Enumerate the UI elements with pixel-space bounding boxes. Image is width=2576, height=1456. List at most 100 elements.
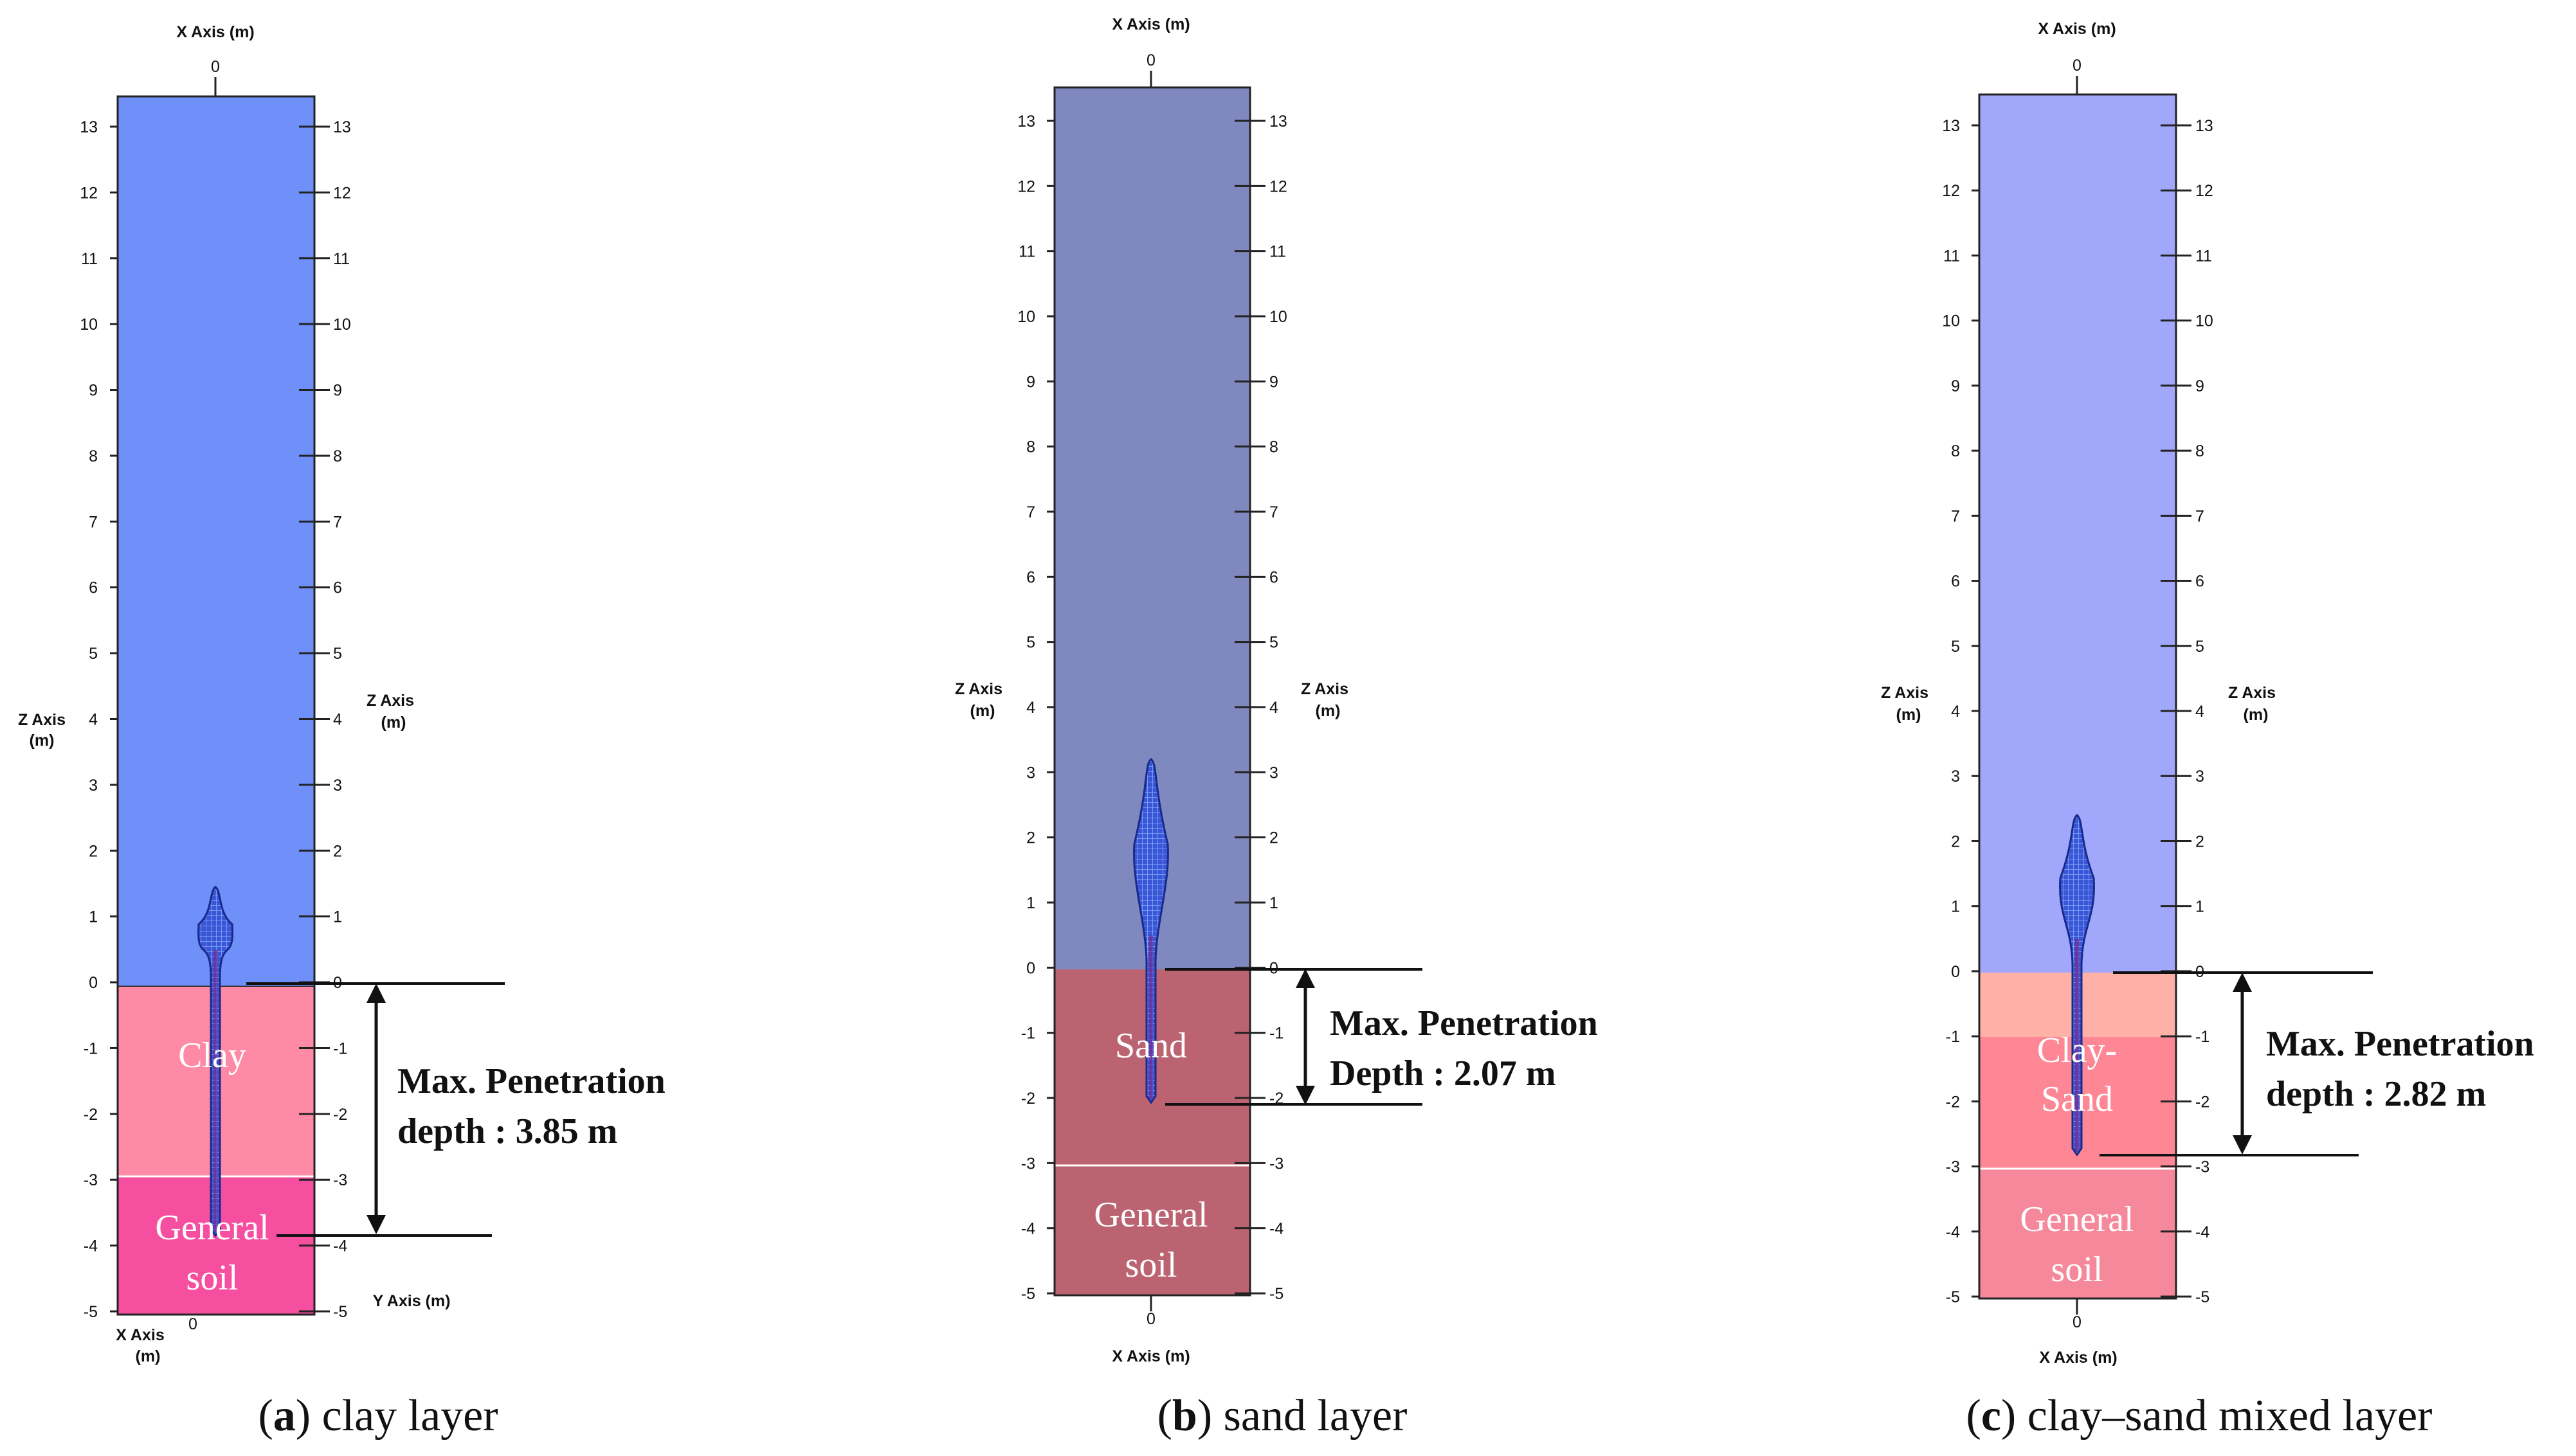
panel-a-anchor xyxy=(197,885,233,1237)
panel-c-x-zero-top: 0 xyxy=(2073,57,2082,75)
left-tick-label: -4 xyxy=(84,1237,98,1255)
panel-c-caption-letter: c xyxy=(1981,1391,2001,1441)
panel-b-z-axis-right-title: Z Axis xyxy=(1301,680,1348,698)
left-tick-label: 3 xyxy=(1951,768,1960,786)
right-tick-label: 13 xyxy=(333,118,351,136)
panel-a-x-zero-bottom: 0 xyxy=(188,1315,197,1333)
right-tick-label: -1 xyxy=(333,1039,347,1057)
left-tick-label: 2 xyxy=(89,842,98,860)
panel-b-sand-label: Sand xyxy=(1115,1026,1187,1066)
left-tick-label: 8 xyxy=(1026,438,1035,456)
left-tick-label: 4 xyxy=(1026,699,1035,717)
panel-b-z-axis-right-unit: (m) xyxy=(1316,702,1341,720)
left-tick-label: -5 xyxy=(1021,1285,1035,1303)
right-tick-label: -2 xyxy=(2195,1093,2209,1111)
left-tick-label: 10 xyxy=(1017,308,1035,326)
right-tick-label: 1 xyxy=(2195,898,2204,916)
right-tick-label: 8 xyxy=(1269,438,1278,456)
panel-a-penetration-value: depth : 3.85 m xyxy=(397,1111,617,1151)
left-tick-label: 7 xyxy=(1951,507,1960,525)
left-tick-label: -4 xyxy=(1021,1220,1035,1238)
anchor-body xyxy=(1133,758,1169,1104)
left-tick-label: 5 xyxy=(1951,638,1960,656)
panel-c-clay-sand-label-2: Sand xyxy=(2041,1079,2113,1119)
right-tick-label: 3 xyxy=(1269,764,1278,782)
panel-c-soil-label: soil xyxy=(2051,1250,2103,1290)
right-tick-label: 9 xyxy=(2195,377,2204,395)
panel-a-general-label: General xyxy=(155,1208,269,1248)
left-tick-label: 9 xyxy=(89,382,98,400)
left-tick-label: -3 xyxy=(1946,1158,1960,1176)
left-tick-label: 6 xyxy=(1026,568,1035,586)
panel-a-x-zero-top: 0 xyxy=(211,58,220,76)
left-tick-label: -3 xyxy=(84,1171,98,1189)
right-tick-label: 11 xyxy=(333,250,350,268)
left-tick-label: 10 xyxy=(1942,312,1960,330)
left-tick-label: 7 xyxy=(89,513,98,531)
right-tick-label: 3 xyxy=(2195,768,2204,786)
right-tick-label: 12 xyxy=(2195,182,2213,200)
panel-c-x-zero-bottom: 0 xyxy=(2073,1313,2082,1331)
right-tick-label: -1 xyxy=(2195,1028,2209,1046)
left-tick-label: 10 xyxy=(80,316,98,334)
right-tick-label: -5 xyxy=(333,1303,347,1321)
left-tick-label: 13 xyxy=(1942,117,1960,135)
left-tick-label: 13 xyxy=(1017,112,1035,130)
panel-a-z-axis-left-title: Z Axis xyxy=(18,711,66,729)
panel-c-general-soil-layer xyxy=(1979,1169,2176,1299)
left-tick-label: 8 xyxy=(1951,442,1960,460)
left-tick-label: 12 xyxy=(80,184,98,202)
left-tick-label: 11 xyxy=(81,250,98,268)
right-tick-label: -4 xyxy=(333,1237,347,1255)
left-tick-label: 11 xyxy=(1019,243,1035,261)
right-tick-label: 9 xyxy=(333,382,342,400)
right-tick-label: 13 xyxy=(2195,117,2213,135)
panel-b-domain-outline xyxy=(1053,86,1251,1297)
left-tick-label: 6 xyxy=(89,579,98,597)
panel-b-z-axis-left-title: Z Axis xyxy=(955,680,1002,698)
panel-b-penetration-value: Depth : 2.07 m xyxy=(1330,1054,1556,1093)
panel-b-x-zero-top: 0 xyxy=(1147,51,1156,69)
panel-b-x-axis-top-title: X Axis (m) xyxy=(1112,15,1190,33)
right-tick-label: 12 xyxy=(333,184,351,202)
panel-c-x-axis-bottom-title: X Axis (m) xyxy=(2039,1349,2117,1367)
panel-b-caption-letter: b xyxy=(1172,1391,1197,1441)
panel-b-x-axis-bottom-title: X Axis (m) xyxy=(1112,1347,1190,1365)
left-tick-label: 6 xyxy=(1951,573,1960,591)
left-tick-label: 9 xyxy=(1026,373,1035,391)
left-tick-label: 3 xyxy=(89,777,98,795)
right-tick-label: 7 xyxy=(1269,503,1278,521)
left-tick-label: 1 xyxy=(1026,894,1035,912)
right-tick-label: 9 xyxy=(1269,373,1278,391)
panel-a-x-axis-bottom-unit: (m) xyxy=(136,1347,161,1365)
panel-a-soil-label: soil xyxy=(186,1258,239,1298)
left-tick-label: 2 xyxy=(1951,832,1960,850)
panel-c-general-label: General xyxy=(2020,1200,2134,1239)
left-tick-label: 5 xyxy=(1026,634,1035,652)
right-tick-label: 7 xyxy=(333,513,342,531)
right-tick-label: 6 xyxy=(333,579,342,597)
left-tick-label: -1 xyxy=(84,1039,98,1057)
panel-b-soil-label: soil xyxy=(1125,1245,1177,1285)
panel-c-z-axis-right-unit: (m) xyxy=(2244,706,2269,724)
right-tick-label: 5 xyxy=(2195,638,2204,656)
panel-b-general-soil-layer xyxy=(1055,1165,1250,1295)
panel-b-penetration-label: Max. Penetration xyxy=(1330,1003,1598,1043)
right-tick-label: 10 xyxy=(1269,308,1287,326)
panel-b-general-label: General xyxy=(1094,1195,1208,1235)
panel-a-x-axis-bottom-title: X Axis xyxy=(116,1326,165,1344)
panel-c-penetration-label: Max. Penetration xyxy=(2266,1024,2534,1064)
right-tick-label: 2 xyxy=(1269,829,1278,847)
right-tick-label: 1 xyxy=(333,908,342,926)
right-tick-label: 4 xyxy=(2195,703,2204,721)
right-tick-label: 4 xyxy=(333,711,342,729)
right-tick-label: -1 xyxy=(1269,1025,1283,1043)
right-tick-label: -3 xyxy=(1269,1155,1283,1173)
